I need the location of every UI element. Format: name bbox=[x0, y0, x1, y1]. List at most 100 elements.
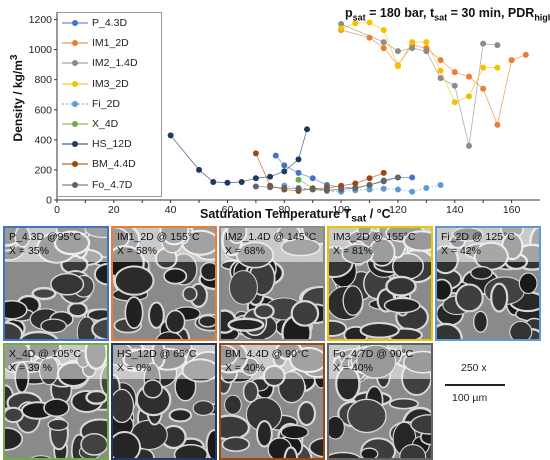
y-tick-label: 200 bbox=[34, 164, 52, 176]
data-point-HS_12D bbox=[267, 173, 274, 180]
data-point-BM_4.4D bbox=[366, 175, 373, 182]
scale-bar: 250 x 100 µm bbox=[445, 362, 550, 422]
sem-panel: IM2_1.4D @ 145°C X = 68% bbox=[219, 226, 325, 341]
panel-caption: IM3_2D @ 155°C X = 81% bbox=[329, 228, 431, 262]
data-point-P_4.3D bbox=[309, 175, 316, 182]
data-point-Fo_4.7D bbox=[309, 186, 316, 193]
panel-caption: X_4D @ 105°C X = 39 % bbox=[5, 345, 107, 379]
data-point-Fi_2D bbox=[409, 188, 416, 195]
y-tick-label: 1200 bbox=[29, 14, 53, 26]
panel-sample-label: IM3_2D @ 155°C bbox=[333, 231, 416, 243]
panel-sample-label: HS_12D @ 65°C bbox=[117, 348, 197, 360]
data-point-Fo_4.7D bbox=[295, 185, 302, 192]
scale-magnification: 250 x bbox=[461, 362, 487, 374]
panel-caption: P_4.3D @95°C X = 35% bbox=[5, 228, 107, 262]
legend-item: Fi_2D bbox=[58, 96, 161, 114]
panel-sample-label: BM_4.4D @ 90°C bbox=[225, 348, 309, 360]
series-line-HS_12D bbox=[170, 129, 308, 184]
data-point-HS_12D bbox=[304, 126, 311, 133]
data-point-IM2_1.4D bbox=[338, 21, 345, 28]
data-point-IM2_1.4D bbox=[451, 82, 458, 89]
data-point-Fi_2D bbox=[380, 185, 387, 192]
scale-length: 100 µm bbox=[452, 392, 488, 404]
data-point-BM_4.4D bbox=[252, 150, 259, 157]
legend-marker bbox=[62, 181, 88, 188]
data-point-P_4.3D bbox=[272, 152, 279, 159]
y-tick-label: 800 bbox=[34, 74, 52, 86]
legend-marker bbox=[62, 121, 88, 127]
data-point-IM1_2D bbox=[437, 57, 444, 64]
data-point-Fi_2D bbox=[437, 181, 444, 188]
data-point-IM3_2D bbox=[380, 27, 387, 34]
sem-panel: BM_4.4D @ 90°C X = 40% bbox=[219, 343, 325, 460]
legend-item: X_4D bbox=[58, 116, 161, 134]
legend-item: IM3_2D bbox=[58, 76, 161, 94]
data-point-IM2_1.4D bbox=[409, 45, 416, 52]
data-point-HS_12D bbox=[210, 178, 217, 185]
y-axis-label: Density / kg/m3 bbox=[9, 54, 25, 142]
legend-marker bbox=[62, 40, 88, 47]
data-point-P_4.3D bbox=[409, 174, 416, 181]
data-point-IM3_2D bbox=[366, 19, 373, 26]
panel-crystallinity: X = 0% bbox=[117, 362, 152, 374]
data-point-Fi_2D bbox=[423, 184, 430, 191]
sem-panel: X_4D @ 105°C X = 39 % bbox=[3, 343, 109, 460]
legend-marker bbox=[62, 80, 88, 87]
data-point-IM2_1.4D bbox=[394, 48, 401, 55]
panel-caption: IM2_1.4D @ 145°C X = 68% bbox=[221, 228, 323, 262]
scale-line bbox=[445, 384, 505, 386]
data-point-IM3_2D bbox=[480, 64, 487, 71]
data-point-P_4.3D bbox=[295, 169, 302, 176]
panel-sample-label: IM1_2D @ 155°C bbox=[117, 231, 200, 243]
data-point-HS_12D bbox=[196, 166, 203, 173]
legend-marker bbox=[62, 141, 88, 148]
legend-item: P_4.3D bbox=[58, 15, 161, 33]
y-tick-label: 0 bbox=[46, 195, 52, 207]
legend-item: IM1_2D bbox=[58, 35, 161, 53]
data-point-P_4.3D bbox=[281, 162, 288, 169]
panel-crystallinity: X = 40% bbox=[225, 362, 265, 374]
x-tick-label: 60 bbox=[222, 204, 234, 216]
panel-crystallinity: X = 39 % bbox=[9, 362, 52, 374]
legend-label: X_4D bbox=[92, 118, 119, 130]
panel-crystallinity: X = 81% bbox=[333, 245, 373, 257]
data-point-IM1_2D bbox=[366, 34, 373, 41]
data-point-IM3_2D bbox=[451, 99, 458, 106]
data-point-IM1_2D bbox=[508, 57, 515, 64]
condition-annotation: psat = 180 bar, tsat = 30 min, PDRhigh bbox=[345, 6, 550, 23]
x-tick-label: 20 bbox=[108, 204, 120, 216]
sem-panel: P_4.3D @95°C X = 35% bbox=[3, 226, 109, 341]
sem-panel: IM1_2D @ 155°C X = 58% bbox=[111, 226, 217, 341]
panel-caption: BM_4.4D @ 90°C X = 40% bbox=[221, 345, 323, 379]
data-point-BM_4.4D bbox=[380, 169, 387, 176]
sem-panel: IM3_2D @ 155°C X = 81% bbox=[327, 226, 433, 341]
series-line-IM3_2D bbox=[340, 22, 498, 103]
legend-marker bbox=[62, 20, 88, 26]
data-point-IM3_2D bbox=[394, 63, 401, 70]
data-point-IM1_2D bbox=[522, 51, 529, 58]
legend-label: HS_12D bbox=[92, 138, 132, 151]
x-tick-label: 40 bbox=[165, 204, 177, 216]
data-point-IM3_2D bbox=[352, 20, 359, 27]
x-axis-label: Saturation Temperature Tsat / °C bbox=[200, 207, 391, 225]
sem-panel: HS_12D @ 65°C X = 0% bbox=[111, 343, 217, 460]
data-point-IM1_2D bbox=[451, 69, 458, 76]
data-point-Fo_4.7D bbox=[394, 174, 401, 181]
panel-crystallinity: X = 42% bbox=[441, 245, 481, 257]
data-point-IM2_1.4D bbox=[437, 75, 444, 82]
legend-label: P_4.3D bbox=[92, 17, 128, 29]
sem-panel: Fi_2D @ 125°C X = 42% bbox=[435, 226, 541, 341]
x-tick-label: 120 bbox=[389, 204, 407, 216]
legend-label: IM3_2D bbox=[92, 77, 129, 90]
data-point-Fo_4.7D bbox=[281, 184, 288, 191]
data-point-Fo_4.7D bbox=[366, 181, 373, 188]
legend-marker bbox=[62, 100, 88, 107]
data-point-IM3_2D bbox=[409, 39, 416, 46]
x-tick-label: 140 bbox=[446, 204, 464, 216]
legend-label: Fi_2D bbox=[92, 97, 121, 110]
data-point-IM2_1.4D bbox=[465, 142, 472, 149]
series-line-BM_4.4D bbox=[255, 153, 384, 192]
data-point-Fo_4.7D bbox=[267, 184, 274, 191]
sem-panel: Fo_4.7D @ 90°C X = 40% bbox=[327, 343, 433, 460]
data-point-IM3_2D bbox=[338, 25, 345, 32]
